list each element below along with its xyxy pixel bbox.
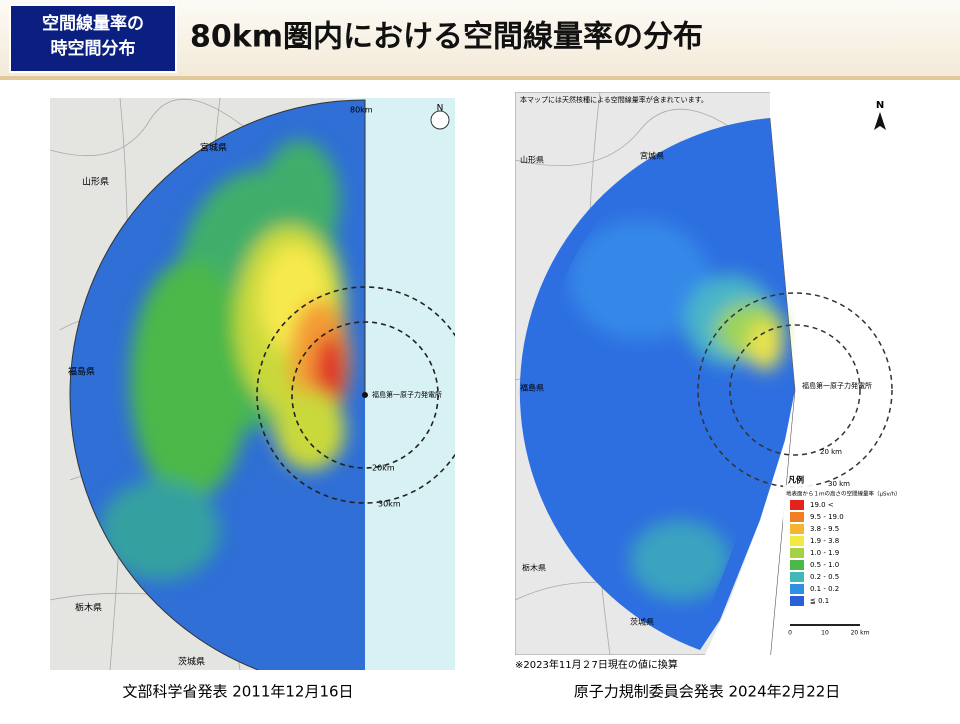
prefecture-label: 茨城県 [178, 656, 205, 668]
legend: 凡例 地表面から１ｍの高さの空間線量率（μSv/h） 19.0 < 9.5 - 1… [786, 475, 901, 637]
legend-label: 1.0 - 1.9 [810, 549, 839, 557]
plant-label: 福島第一原子力発電所 [802, 381, 872, 390]
legend-label: 3.8 - 9.5 [810, 525, 839, 533]
legend-swatch [790, 524, 804, 534]
plant-label: 福島第一原子力発電所 [372, 390, 442, 399]
legend-swatch [790, 560, 804, 570]
header-rule [0, 76, 960, 80]
radius-label: 30km [378, 500, 401, 509]
legend-swatch [790, 572, 804, 582]
north-label: N [876, 100, 884, 111]
header-title: 80km圏内における空間線量率の分布 [190, 20, 703, 55]
left-map [50, 98, 455, 670]
legend-label: ≦ 0.1 [810, 597, 829, 605]
prefecture-label: 福島県 [68, 366, 95, 378]
prefecture-label: 宮城県 [640, 151, 664, 161]
legend-label: 19.0 < [810, 501, 834, 509]
prefecture-label: 宮城県 [200, 142, 227, 154]
map-note: 本マップには天然核種による空間線量率が含まれています。 [520, 95, 708, 104]
map-caption: 原子力規制委員会発表 2024年2月22日 [574, 683, 841, 701]
header-label: 空間線量率の [42, 13, 144, 34]
right-map [515, 92, 900, 655]
legend-swatch [790, 584, 804, 594]
header-label-box [9, 4, 177, 73]
scale-label: 0 [788, 630, 792, 637]
radius-label: 80km [350, 106, 373, 115]
north-label: N [437, 104, 444, 114]
prefecture-label: 福島県 [520, 383, 544, 393]
legend-title: 凡例 [788, 475, 804, 485]
scale-label: 20 km [851, 630, 870, 637]
legend-label: 0.5 - 1.0 [810, 561, 839, 569]
scale-label: 10 [821, 630, 829, 637]
legend-label: 0.2 - 0.5 [810, 573, 839, 581]
radius-label: 30 km [828, 480, 850, 488]
legend-subtitle: 地表面から１ｍの高さの空間線量率（μSv/h） [786, 490, 901, 498]
legend-swatch [790, 500, 804, 510]
prefecture-label: 茨城県 [630, 617, 654, 627]
map-caption: 文部科学省発表 2011年12月16日 [122, 683, 353, 701]
legend-swatch [790, 512, 804, 522]
prefecture-label: 山形県 [82, 176, 109, 188]
prefecture-label: 山形県 [520, 155, 544, 165]
prefecture-label: 栃木県 [75, 602, 102, 614]
header-label: 時空間分布 [51, 38, 136, 59]
radius-label: 20km [372, 464, 395, 473]
legend-label: 9.5 - 19.0 [810, 513, 844, 521]
radius-label: 20 km [820, 448, 842, 456]
legend-label: 1.9 - 3.8 [810, 537, 839, 545]
legend-label: 0.1 - 0.2 [810, 585, 839, 593]
north-arrow [874, 112, 886, 130]
map-note: ※2023年11月２7日現在の値に換算 [515, 658, 678, 671]
legend-swatch [790, 548, 804, 558]
legend-swatch [790, 596, 804, 606]
prefecture-label: 栃木県 [522, 563, 546, 573]
legend-swatch [790, 536, 804, 546]
